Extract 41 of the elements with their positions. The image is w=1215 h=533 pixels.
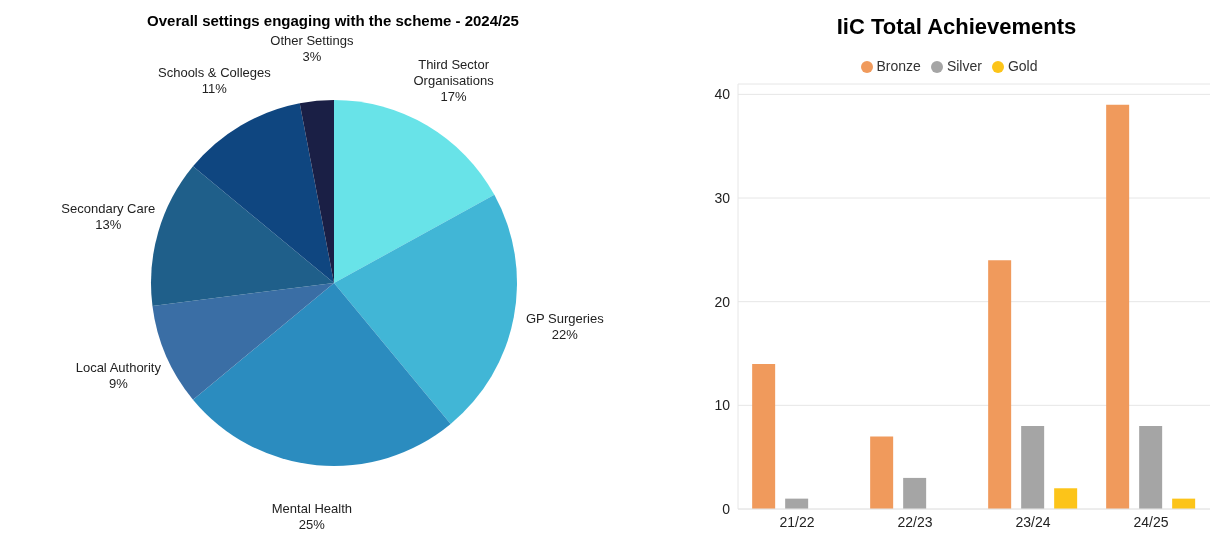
slice-label: Mental Health: [271, 500, 352, 516]
chart-title: Overall settings engaging with the scheme - 2024/25: [146, 12, 520, 29]
pie-slice: [299, 100, 334, 283]
data-label: 17%: [440, 88, 468, 104]
y-tick-label: 20: [714, 293, 731, 310]
data-label: 25%: [298, 516, 326, 532]
legend-label: Gold: [1007, 58, 1038, 74]
x-tick-label: 23/24: [1015, 513, 1051, 530]
slice-label: Secondary Care: [61, 201, 156, 217]
pie-slice: [334, 194, 517, 424]
slice-label: GP Surgeries: [525, 311, 605, 327]
x-tick-label: 22/23: [897, 513, 933, 530]
slice-label: Schools & Colleges: [158, 64, 272, 80]
data-label: 13%: [95, 217, 122, 233]
bar: [1054, 488, 1078, 509]
y-tick-label: 40: [714, 86, 731, 103]
chart-title: IiC Total Achievements: [835, 14, 1078, 40]
bar: [1139, 426, 1163, 509]
pie-slice: [193, 103, 334, 283]
pie-slice: [193, 283, 451, 466]
y-tick-label: 0: [722, 500, 731, 517]
slice-label: Local Authority: [75, 360, 162, 376]
legend-label: Bronze: [876, 58, 921, 74]
bar: [1106, 104, 1130, 509]
y-tick-label: 10: [714, 397, 731, 414]
bar: [870, 436, 894, 509]
bar: [903, 477, 927, 509]
y-tick-label: 30: [714, 189, 731, 206]
slice-label: Other Settings: [270, 33, 354, 49]
data-label: 9%: [108, 376, 129, 392]
bar: [752, 363, 776, 509]
pie-slice: [334, 100, 495, 283]
data-label: 3%: [302, 49, 322, 65]
slice-label: Third Sector Organisations: [413, 56, 495, 88]
data-label: 11%: [201, 80, 228, 96]
x-tick-label: 24/25: [1133, 513, 1169, 530]
data-label: 22%: [551, 327, 579, 343]
bar: [988, 260, 1012, 509]
legend-label: Silver: [946, 58, 982, 74]
x-tick-label: 21/22: [779, 513, 815, 530]
bar: [1021, 426, 1045, 509]
